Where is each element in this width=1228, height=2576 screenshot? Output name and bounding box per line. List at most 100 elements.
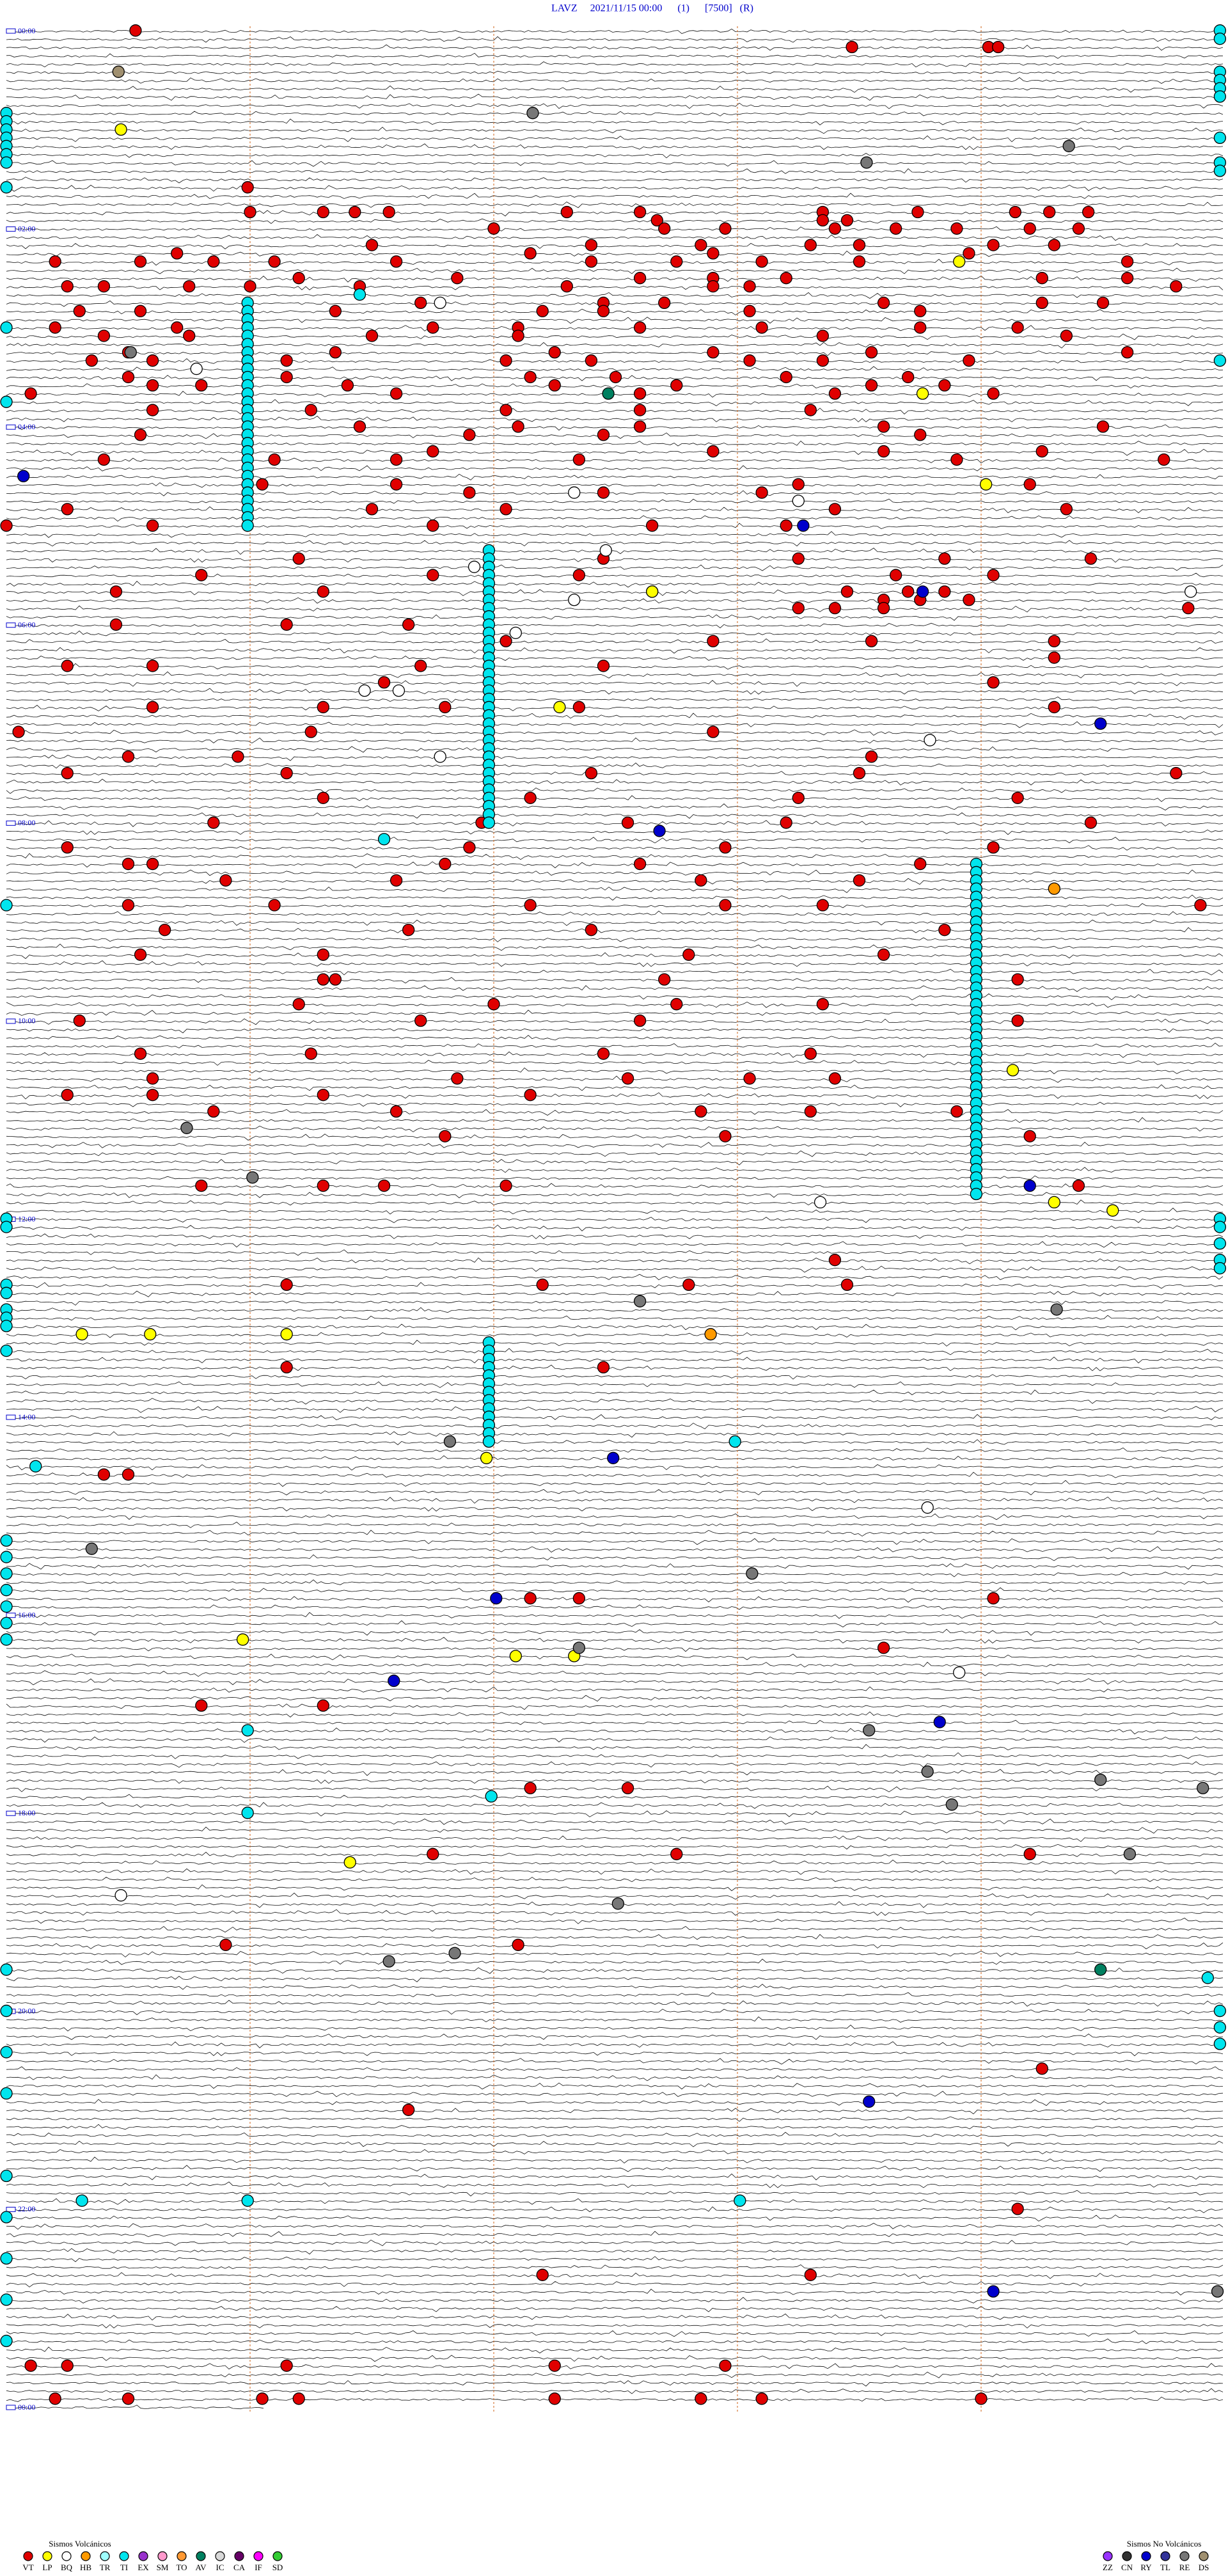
event-marker xyxy=(146,379,159,392)
event-marker xyxy=(707,280,720,293)
event-marker xyxy=(0,1551,13,1563)
trace xyxy=(6,778,1224,786)
trace xyxy=(6,366,1224,372)
event-marker xyxy=(280,354,293,367)
event-marker xyxy=(658,973,671,986)
trace xyxy=(6,465,1224,471)
trace xyxy=(6,177,1224,184)
event-marker xyxy=(621,816,634,829)
event-marker xyxy=(963,594,975,606)
event-marker xyxy=(512,1938,524,1951)
event-marker xyxy=(512,420,524,433)
event-marker xyxy=(146,1089,159,1102)
event-marker xyxy=(0,181,13,194)
trace xyxy=(6,1183,1224,1189)
event-marker xyxy=(719,899,732,912)
event-marker xyxy=(658,296,671,310)
event-marker xyxy=(1158,453,1170,466)
trace xyxy=(6,2000,1224,2007)
trace xyxy=(6,2223,1224,2230)
event-marker xyxy=(816,998,829,1011)
event-marker xyxy=(536,2268,549,2281)
event-marker xyxy=(524,791,537,804)
event-marker xyxy=(707,247,720,260)
event-marker xyxy=(0,1286,13,1299)
trace xyxy=(6,581,1224,588)
event-marker xyxy=(633,404,647,416)
event-marker xyxy=(329,973,342,986)
event-marker xyxy=(804,1047,817,1060)
event-marker xyxy=(719,1130,732,1142)
trace xyxy=(6,1596,1224,1603)
trace xyxy=(6,275,1224,283)
event-marker xyxy=(780,370,792,384)
event-marker xyxy=(828,1072,842,1085)
event-marker xyxy=(816,214,829,227)
trace xyxy=(6,351,1224,356)
trace xyxy=(6,1102,1224,1107)
event-marker xyxy=(670,998,683,1011)
event-marker xyxy=(524,1592,537,1605)
event-marker xyxy=(0,1600,13,1613)
trace xyxy=(6,2025,1224,2032)
trace xyxy=(6,2041,1224,2048)
event-marker xyxy=(633,387,647,400)
event-marker xyxy=(402,924,415,936)
event-marker xyxy=(597,660,610,672)
event-marker xyxy=(938,379,951,392)
event-marker xyxy=(914,429,927,441)
trace xyxy=(6,993,1224,1000)
event-marker xyxy=(207,1105,220,1118)
event-marker xyxy=(341,379,354,392)
y-tick-label: 20:00 xyxy=(18,2007,35,2016)
trace xyxy=(6,1654,1224,1661)
event-marker xyxy=(1023,1179,1036,1192)
tick-icon xyxy=(6,622,16,628)
event-marker xyxy=(1060,329,1073,342)
event-marker xyxy=(390,1105,403,1118)
event-marker xyxy=(863,2095,876,2108)
event-marker xyxy=(122,750,135,763)
legend-label: EX xyxy=(138,2563,149,2572)
event-marker xyxy=(840,214,854,227)
trace xyxy=(6,1636,1224,1644)
trace xyxy=(6,250,1224,257)
trace xyxy=(6,1398,1224,1405)
event-marker xyxy=(146,857,159,871)
trace xyxy=(6,1315,1224,1321)
trace xyxy=(6,1167,1224,1173)
trace xyxy=(6,558,1224,563)
event-marker xyxy=(12,725,25,738)
trace xyxy=(6,1620,1224,1627)
trace xyxy=(6,1868,1224,1875)
event-marker xyxy=(304,404,317,416)
trace xyxy=(6,2190,1224,2197)
trace xyxy=(6,342,1224,349)
event-marker xyxy=(846,40,858,54)
event-marker xyxy=(365,503,379,516)
trace xyxy=(6,1967,1224,1974)
event-marker xyxy=(1197,1782,1209,1794)
event-marker xyxy=(987,676,1000,689)
event-marker xyxy=(427,445,439,458)
trace xyxy=(6,704,1224,711)
trace xyxy=(6,1529,1224,1537)
trace xyxy=(6,2248,1224,2255)
event-marker xyxy=(1062,139,1075,152)
event-marker xyxy=(0,321,13,334)
event-marker xyxy=(236,1633,249,1646)
legend-marker xyxy=(23,2551,33,2561)
trace xyxy=(6,44,1224,51)
trace xyxy=(6,1489,1224,1496)
event-marker xyxy=(524,1089,537,1102)
trace xyxy=(6,118,1224,125)
trace xyxy=(6,910,1224,916)
event-marker xyxy=(1194,899,1207,912)
event-marker xyxy=(1035,296,1048,310)
event-marker xyxy=(390,387,403,400)
event-marker xyxy=(992,40,1005,54)
event-marker xyxy=(548,2359,561,2372)
trace xyxy=(6,2066,1224,2071)
event-marker xyxy=(682,1278,695,1292)
event-marker xyxy=(938,924,951,936)
